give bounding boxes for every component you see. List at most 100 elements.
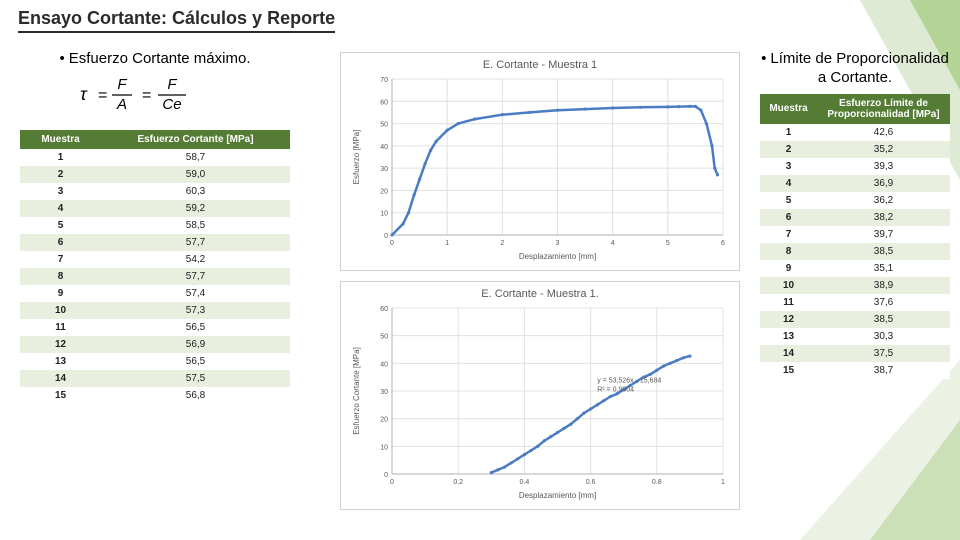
cell-muestra: 3 xyxy=(20,183,101,200)
cell-value: 38,2 xyxy=(817,209,950,226)
cell-value: 35,1 xyxy=(817,260,950,277)
svg-text:50: 50 xyxy=(380,334,388,341)
svg-text:30: 30 xyxy=(380,166,388,173)
cell-value: 58,7 xyxy=(101,149,290,166)
svg-text:0.6: 0.6 xyxy=(586,479,596,486)
svg-text:10: 10 xyxy=(380,444,388,451)
cell-value: 58,5 xyxy=(101,217,290,234)
svg-text:20: 20 xyxy=(380,417,388,424)
cell-muestra: 15 xyxy=(760,362,817,379)
svg-text:3: 3 xyxy=(556,240,560,247)
cell-muestra: 13 xyxy=(20,353,101,370)
svg-text:0.4: 0.4 xyxy=(520,479,530,486)
cell-value: 38,5 xyxy=(817,243,950,260)
svg-text:1: 1 xyxy=(721,479,725,486)
svg-text:70: 70 xyxy=(380,77,388,84)
cell-muestra: 14 xyxy=(20,370,101,387)
cell-muestra: 8 xyxy=(20,268,101,285)
cell-value: 57,7 xyxy=(101,234,290,251)
cell-value: 36,2 xyxy=(817,192,950,209)
cell-value: 38,9 xyxy=(817,277,950,294)
cell-muestra: 6 xyxy=(760,209,817,226)
svg-text:A: A xyxy=(116,96,127,113)
cell-muestra: 11 xyxy=(760,294,817,311)
svg-text:Ce: Ce xyxy=(162,96,181,113)
cell-muestra: 6 xyxy=(20,234,101,251)
table-row: 558,5 xyxy=(20,217,290,234)
right-column: •Límite de Proporcionalidad a Cortante. … xyxy=(760,50,950,379)
cell-value: 57,4 xyxy=(101,285,290,302)
cell-value: 57,7 xyxy=(101,268,290,285)
cell-value: 59,2 xyxy=(101,200,290,217)
svg-text:20: 20 xyxy=(380,188,388,195)
table-row: 739,7 xyxy=(760,226,950,243)
cell-muestra: 14 xyxy=(760,345,817,362)
table-row: 1038,9 xyxy=(760,277,950,294)
chart-1-title: E. Cortante - Muestra 1 xyxy=(347,59,733,71)
svg-text:40: 40 xyxy=(380,361,388,368)
table-row: 935,1 xyxy=(760,260,950,277)
table-row: 536,2 xyxy=(760,192,950,209)
svg-text:60: 60 xyxy=(380,306,388,313)
table-row: 957,4 xyxy=(20,285,290,302)
table-row: 1437,5 xyxy=(760,345,950,362)
table-row: 339,3 xyxy=(760,158,950,175)
svg-text:y = 53,526x - 15,684: y = 53,526x - 15,684 xyxy=(597,378,661,385)
svg-text:0.8: 0.8 xyxy=(652,479,662,486)
table-row: 1556,8 xyxy=(20,387,290,404)
cell-muestra: 10 xyxy=(760,277,817,294)
cell-muestra: 15 xyxy=(20,387,101,404)
cell-value: 35,2 xyxy=(817,141,950,158)
cell-value: 38,5 xyxy=(817,311,950,328)
table-row: 638,2 xyxy=(760,209,950,226)
table-row: 1330,3 xyxy=(760,328,950,345)
table-row: 1156,5 xyxy=(20,319,290,336)
cell-value: 36,9 xyxy=(817,175,950,192)
cell-muestra: 1 xyxy=(20,149,101,166)
svg-text:60: 60 xyxy=(380,99,388,106)
svg-text:50: 50 xyxy=(380,122,388,129)
svg-text:τ: τ xyxy=(80,84,88,104)
svg-text:5: 5 xyxy=(666,240,670,247)
svg-text:40: 40 xyxy=(380,144,388,151)
cell-value: 54,2 xyxy=(101,251,290,268)
table-row: 857,7 xyxy=(20,268,290,285)
svg-text:10: 10 xyxy=(380,211,388,218)
table-row: 1538,7 xyxy=(760,362,950,379)
cell-value: 56,5 xyxy=(101,353,290,370)
table-row: 436,9 xyxy=(760,175,950,192)
table-row: 1457,5 xyxy=(20,370,290,387)
svg-text:0: 0 xyxy=(390,479,394,486)
cell-muestra: 2 xyxy=(760,141,817,158)
cell-muestra: 2 xyxy=(20,166,101,183)
svg-text:=: = xyxy=(98,87,107,104)
cell-muestra: 4 xyxy=(20,200,101,217)
cell-value: 59,0 xyxy=(101,166,290,183)
chart-2-title: E. Cortante - Muestra 1. xyxy=(347,288,733,300)
table-row: 158,7 xyxy=(20,149,290,166)
right-table: Muestra Esfuerzo Límite de Proporcionali… xyxy=(760,94,950,379)
cell-value: 30,3 xyxy=(817,328,950,345)
svg-text:2: 2 xyxy=(500,240,504,247)
svg-text:0: 0 xyxy=(384,472,388,479)
cell-muestra: 7 xyxy=(20,251,101,268)
cell-muestra: 4 xyxy=(760,175,817,192)
cell-muestra: 12 xyxy=(760,311,817,328)
right-heading: •Límite de Proporcionalidad a Cortante. xyxy=(760,50,950,88)
table-row: 142,6 xyxy=(760,124,950,141)
cell-muestra: 7 xyxy=(760,226,817,243)
cell-value: 57,5 xyxy=(101,370,290,387)
table-row: 657,7 xyxy=(20,234,290,251)
right-th-value: Esfuerzo Límite de Proporcionalidad [MPa… xyxy=(817,94,950,124)
table-row: 1137,6 xyxy=(760,294,950,311)
cell-value: 56,8 xyxy=(101,387,290,404)
table-row: 259,0 xyxy=(20,166,290,183)
left-table: Muestra Esfuerzo Cortante [MPa] 158,7259… xyxy=(20,130,290,404)
table-row: 1238,5 xyxy=(760,311,950,328)
cell-value: 60,3 xyxy=(101,183,290,200)
cell-value: 37,6 xyxy=(817,294,950,311)
cell-value: 39,3 xyxy=(817,158,950,175)
cell-muestra: 13 xyxy=(760,328,817,345)
left-heading: •Esfuerzo Cortante máximo. xyxy=(20,50,290,69)
table-row: 360,3 xyxy=(20,183,290,200)
